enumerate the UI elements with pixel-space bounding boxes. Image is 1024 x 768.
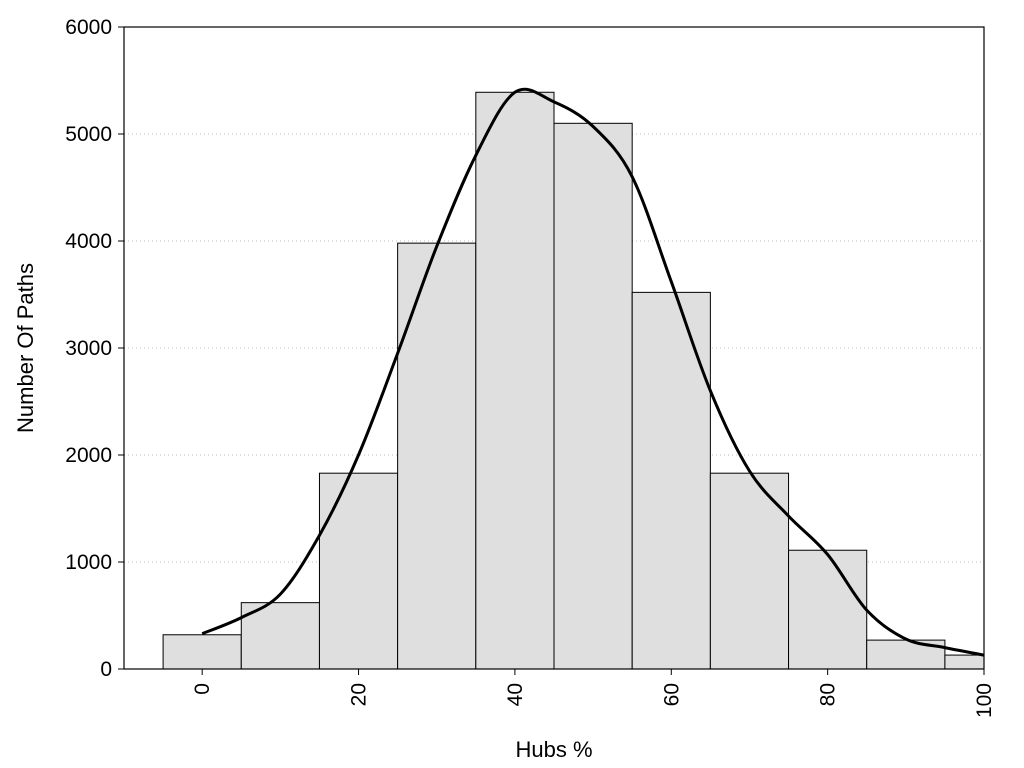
y-tick-label: 4000: [65, 230, 112, 253]
x-tick-label: 0: [191, 683, 214, 695]
y-tick-label: 1000: [65, 551, 112, 574]
x-tick-label: 20: [348, 683, 371, 706]
histogram-bar: [631, 291, 711, 670]
histogram-bar: [553, 122, 633, 670]
histogram-bar: [318, 472, 399, 670]
x-axis-label: Hubs %: [515, 737, 592, 762]
histogram-bar: [944, 654, 985, 670]
y-axis-label: Number Of Paths: [13, 263, 38, 433]
histogram-bar: [475, 91, 555, 670]
histogram-bars: [162, 91, 985, 670]
x-tick-label: 40: [504, 683, 527, 706]
histogram-bar: [397, 242, 477, 670]
y-tick-label: 0: [100, 658, 112, 681]
y-tick-label: 3000: [65, 337, 112, 360]
y-tick-label: 6000: [65, 16, 112, 39]
histogram-bar: [788, 549, 868, 670]
x-tick-label: 80: [817, 683, 840, 706]
x-axis-ticks: 0 20 40 60 80 100: [191, 669, 996, 718]
histogram-bar: [162, 634, 242, 670]
x-tick-label: 60: [660, 683, 683, 706]
density-curve: [201, 87, 985, 657]
x-tick-label: 100: [973, 683, 996, 718]
y-axis-ticks: 0 1000 2000 3000 4000 5000 6000: [65, 16, 124, 681]
y-tick-label: 2000: [65, 444, 112, 467]
y-tick-label: 5000: [65, 123, 112, 146]
